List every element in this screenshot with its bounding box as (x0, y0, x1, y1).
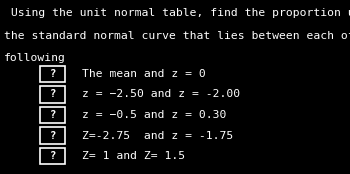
Text: ?: ? (50, 69, 56, 79)
FancyBboxPatch shape (40, 127, 65, 144)
FancyBboxPatch shape (40, 107, 65, 123)
FancyBboxPatch shape (40, 66, 65, 82)
Text: The mean and z = 0: The mean and z = 0 (82, 69, 206, 79)
Text: ?: ? (50, 130, 56, 141)
Text: z = −0.5 and z = 0.30: z = −0.5 and z = 0.30 (82, 110, 227, 120)
Text: Z= 1 and Z= 1.5: Z= 1 and Z= 1.5 (82, 151, 186, 161)
Text: ?: ? (50, 110, 56, 120)
Text: the standard normal curve that lies between each of the: the standard normal curve that lies betw… (4, 31, 350, 41)
Text: ?: ? (50, 151, 56, 161)
Text: Using the unit normal table, find the proportion under: Using the unit normal table, find the pr… (4, 8, 350, 18)
FancyBboxPatch shape (40, 86, 65, 103)
Text: ?: ? (50, 89, 56, 100)
Text: z = −2.50 and z = -2.00: z = −2.50 and z = -2.00 (82, 89, 240, 100)
Text: following: following (4, 53, 66, 63)
FancyBboxPatch shape (40, 148, 65, 164)
Text: Z=-2.75  and z = -1.75: Z=-2.75 and z = -1.75 (82, 130, 233, 141)
